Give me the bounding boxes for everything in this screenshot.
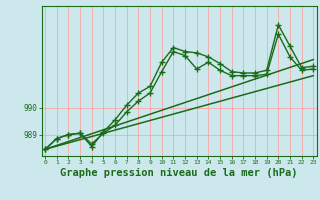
X-axis label: Graphe pression niveau de la mer (hPa): Graphe pression niveau de la mer (hPa) (60, 168, 298, 178)
